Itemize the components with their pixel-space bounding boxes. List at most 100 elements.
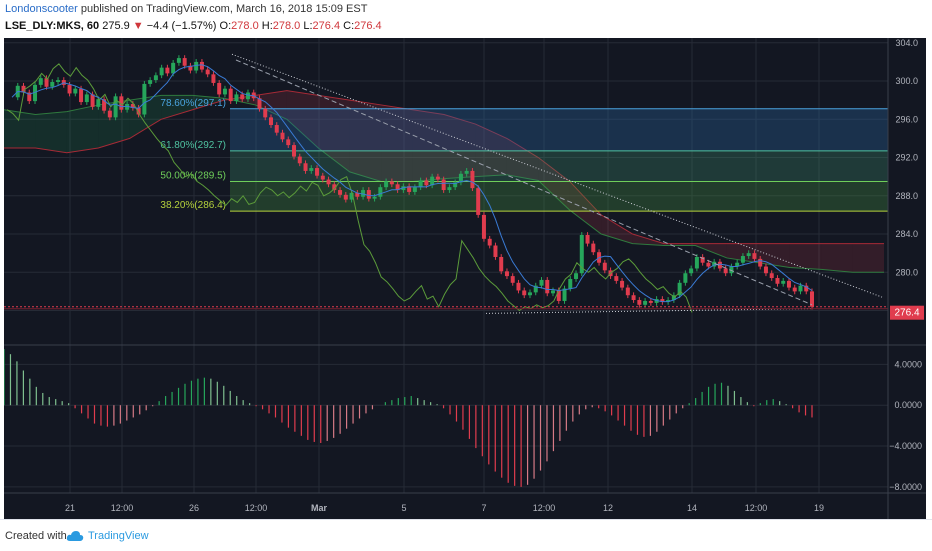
candle-body [199, 61, 204, 70]
candle [574, 270, 579, 282]
candle [481, 212, 486, 242]
candle-body [435, 176, 440, 180]
candle [136, 104, 141, 118]
candle-body [752, 253, 757, 259]
cloud-segment [381, 104, 413, 182]
cloud-segment [192, 95, 224, 110]
candle [274, 122, 279, 136]
candle-body [222, 88, 227, 95]
candle-body [424, 180, 429, 186]
candle [378, 184, 383, 200]
candle-body [50, 81, 55, 87]
candle-body [182, 58, 187, 66]
cloud-segment [821, 243, 853, 273]
candle [735, 259, 740, 270]
candle-body [637, 300, 642, 305]
candle [585, 232, 590, 247]
cloud-span-b [4, 90, 884, 245]
candle [804, 282, 809, 295]
candle-body [556, 290, 561, 301]
candle-body [689, 268, 694, 274]
candle-body [481, 214, 486, 239]
candle [602, 259, 607, 274]
candle-body [786, 280, 791, 288]
candle-body [153, 75, 158, 81]
candle-body [355, 192, 360, 197]
candle-body [389, 181, 394, 185]
candle-body [539, 279, 544, 286]
open-label: O: [219, 20, 232, 32]
fib-level-label: 38.20%(286.4) [160, 200, 226, 211]
created-with-text: Created with [5, 530, 67, 542]
candle-body [280, 132, 285, 140]
candle [395, 181, 400, 193]
candle [384, 178, 389, 191]
candle [366, 187, 371, 202]
candle [142, 81, 147, 118]
candle-body [568, 278, 573, 289]
price-tick-label: 292.0 [895, 153, 918, 163]
trend-line-dashed [235, 59, 813, 306]
candle-body [79, 88, 84, 103]
close-label: C: [343, 20, 355, 32]
time-tick-label: 5 [401, 503, 406, 513]
symbol-line: LSE_DLY:MKS, 60 275.9 ▼ −4.4 (−1.57%) O:… [5, 20, 382, 32]
candle [205, 66, 210, 78]
candle [723, 265, 728, 277]
candle-body [729, 266, 734, 274]
candle [418, 177, 423, 191]
candle-body [798, 285, 803, 292]
candle [332, 181, 337, 193]
candle [625, 284, 630, 299]
candle [769, 270, 774, 281]
candle-body [125, 103, 130, 110]
low-value: 276.4 [312, 20, 341, 32]
candle-body [90, 94, 95, 107]
candle-body [504, 271, 509, 277]
candle-body [746, 253, 751, 257]
time-tick-label: 7 [481, 503, 486, 513]
candle-body [648, 300, 653, 303]
price-tick-label: 284.0 [895, 229, 918, 239]
tradingview-brand[interactable]: TradingView [88, 530, 149, 542]
price-tick-label: 296.0 [895, 114, 918, 124]
cloud-segment [852, 243, 884, 273]
chart-svg[interactable]: 78.60%(297.1)61.80%(292.7)50.00%(289.5)3… [3, 38, 926, 519]
candle-body [763, 266, 768, 274]
author-link[interactable]: Londonscooter [5, 3, 78, 15]
candle-body [56, 80, 61, 82]
candle [355, 190, 360, 200]
fib-level-label: 61.80%(292.7) [160, 140, 226, 151]
cloud-segment [161, 95, 193, 120]
candle-body [234, 94, 239, 102]
candle-body [361, 190, 366, 197]
candle-body [643, 300, 648, 305]
candle [620, 278, 625, 291]
candle-body [148, 80, 153, 84]
candle [430, 173, 435, 189]
candle-body [666, 300, 671, 302]
candle [660, 296, 665, 305]
chart-background [4, 38, 926, 519]
candle [694, 254, 699, 272]
cloud-segment [538, 157, 570, 211]
candle [165, 64, 170, 77]
candle-body [44, 78, 49, 87]
candle-body [142, 83, 147, 115]
candle [297, 153, 302, 167]
candle-body [309, 168, 314, 171]
chart-area[interactable]: 78.60%(297.1) 61.80%(292.7) 50.00%(289.5) 3… [3, 38, 926, 519]
candle [740, 253, 745, 266]
candle-body [591, 243, 596, 253]
candle-body [447, 187, 452, 191]
candle [775, 275, 780, 287]
candle [717, 258, 722, 272]
candle [389, 178, 394, 188]
candle-body [441, 179, 446, 191]
published-text: published on TradingView.com, March 16, … [80, 3, 368, 15]
candle [361, 187, 366, 200]
candle [786, 278, 791, 291]
candle-body [211, 74, 216, 83]
price-tick-label: 300.0 [895, 76, 918, 86]
candle [458, 170, 463, 186]
